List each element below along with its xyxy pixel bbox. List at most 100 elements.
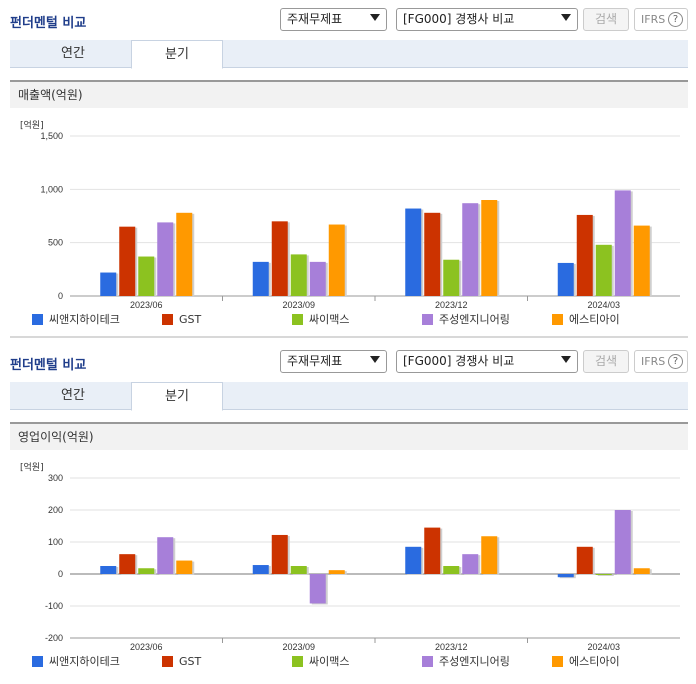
tab-annual[interactable]: 연간 bbox=[61, 388, 85, 403]
bar bbox=[481, 536, 498, 574]
legend-label: 주성엔지니어링 bbox=[439, 313, 510, 326]
y-tick-label: -200 bbox=[45, 633, 63, 643]
help-icon[interactable]: ? bbox=[668, 12, 683, 27]
legend-label: 싸이맥스 bbox=[309, 313, 350, 326]
legend-item[interactable]: 싸이맥스 bbox=[292, 313, 349, 329]
bar bbox=[271, 221, 288, 296]
y-unit-label: [억원] bbox=[20, 463, 44, 473]
legend-swatch bbox=[32, 656, 43, 667]
legend-item[interactable]: 주성엔지니어링 bbox=[422, 313, 510, 329]
legend-label: 싸이맥스 bbox=[309, 655, 350, 668]
y-tick-label: 300 bbox=[48, 473, 63, 483]
help-icon[interactable]: ? bbox=[668, 354, 683, 369]
period-tabs: 연간 분기 bbox=[10, 40, 688, 69]
bar bbox=[405, 208, 422, 296]
legend-item[interactable]: 싸이맥스 bbox=[292, 655, 349, 671]
legend-item[interactable]: 씨앤지하이테크 bbox=[32, 655, 120, 671]
chart-legend: 씨앤지하이테크 GST 싸이맥스 주성엔지니어링 에스티아이 bbox=[32, 655, 682, 671]
y-tick-label: 1,500 bbox=[40, 131, 63, 141]
bar bbox=[614, 190, 631, 296]
y-tick-label: 100 bbox=[48, 537, 63, 547]
search-button[interactable]: 검색 bbox=[583, 8, 629, 31]
bar bbox=[138, 568, 155, 574]
legend-item[interactable]: 씨앤지하이테크 bbox=[32, 313, 120, 329]
bar bbox=[290, 254, 307, 296]
bar bbox=[481, 200, 498, 296]
legend-item[interactable]: 에스티아이 bbox=[552, 655, 620, 671]
ifrs-label: IFRS bbox=[641, 355, 666, 368]
legend-swatch bbox=[162, 656, 173, 667]
bar bbox=[443, 259, 460, 296]
ifrs-button[interactable]: IFRS ? bbox=[634, 8, 688, 31]
bar bbox=[443, 566, 460, 574]
bar bbox=[557, 262, 574, 296]
legend-label: 주성엔지니어링 bbox=[439, 655, 510, 668]
bar bbox=[424, 212, 441, 296]
tab-annual[interactable]: 연간 bbox=[61, 46, 85, 61]
bar bbox=[176, 212, 193, 296]
y-tick-label: 0 bbox=[58, 291, 63, 301]
bar bbox=[328, 224, 345, 296]
legend-label: GST bbox=[179, 313, 202, 326]
legend-label: 씨앤지하이테크 bbox=[49, 655, 120, 668]
statement-type-select[interactable]: 주재무제표 bbox=[280, 350, 387, 373]
comparison-group-value: [FG000] 경쟁사 비교 bbox=[403, 354, 515, 368]
bar bbox=[595, 244, 612, 296]
y-tick-label: 0 bbox=[58, 569, 63, 579]
legend-swatch bbox=[162, 314, 173, 325]
fundamental-section-sales: 펀더멘털 비교 주재무제표 [FG000] 경쟁사 비교 검색 IFRS ? 연… bbox=[10, 8, 688, 338]
tab-quarterly[interactable]: 분기 bbox=[131, 382, 223, 411]
comparison-group-select[interactable]: [FG000] 경쟁사 비교 bbox=[396, 8, 578, 31]
bar bbox=[633, 568, 650, 574]
bar bbox=[252, 565, 269, 574]
metric-header: 영업이익(억원) bbox=[10, 422, 688, 450]
bar bbox=[614, 510, 631, 574]
bar bbox=[405, 546, 422, 574]
x-tick-label: 2023/06 bbox=[130, 642, 163, 652]
bar bbox=[138, 256, 155, 296]
legend-item[interactable]: 에스티아이 bbox=[552, 313, 620, 329]
x-tick-label: 2023/09 bbox=[282, 300, 315, 310]
bar bbox=[557, 574, 574, 578]
ifrs-label: IFRS bbox=[641, 13, 666, 26]
bar bbox=[100, 566, 117, 574]
bar bbox=[462, 554, 479, 574]
legend-swatch bbox=[552, 314, 563, 325]
chevron-down-icon bbox=[561, 356, 571, 363]
legend-swatch bbox=[422, 656, 433, 667]
legend-swatch bbox=[292, 656, 303, 667]
legend-label: 에스티아이 bbox=[569, 313, 620, 326]
section-title: 펀더멘털 비교 bbox=[10, 358, 87, 373]
statement-type-value: 주재무제표 bbox=[287, 12, 343, 26]
bar bbox=[100, 272, 117, 296]
legend-item[interactable]: 주성엔지니어링 bbox=[422, 655, 510, 671]
bar bbox=[119, 226, 136, 296]
legend-label: 에스티아이 bbox=[569, 655, 620, 668]
x-tick-label: 2023/12 bbox=[435, 300, 468, 310]
bar bbox=[157, 537, 174, 574]
chevron-down-icon bbox=[561, 14, 571, 21]
x-tick-label: 2024/03 bbox=[587, 642, 620, 652]
bar bbox=[328, 570, 345, 574]
comparison-group-select[interactable]: [FG000] 경쟁사 비교 bbox=[396, 350, 578, 373]
legend-item[interactable]: GST bbox=[162, 655, 201, 671]
y-tick-label: 200 bbox=[48, 505, 63, 515]
search-button[interactable]: 검색 bbox=[583, 350, 629, 373]
bar bbox=[290, 566, 307, 574]
bar bbox=[157, 222, 174, 296]
legend-swatch bbox=[292, 314, 303, 325]
ifrs-button[interactable]: IFRS ? bbox=[634, 350, 688, 373]
bar bbox=[309, 261, 326, 296]
bar bbox=[462, 203, 479, 296]
chart-legend: 씨앤지하이테크 GST 싸이맥스 주성엔지니어링 에스티아이 bbox=[32, 313, 682, 329]
y-unit-label: [억원] bbox=[20, 121, 44, 131]
legend-swatch bbox=[32, 314, 43, 325]
tab-quarterly[interactable]: 분기 bbox=[131, 40, 223, 69]
statement-type-value: 주재무제표 bbox=[287, 354, 343, 368]
legend-item[interactable]: GST bbox=[162, 313, 201, 329]
y-tick-label: -100 bbox=[45, 601, 63, 611]
x-tick-label: 2023/06 bbox=[130, 300, 163, 310]
legend-label: 씨앤지하이테크 bbox=[49, 313, 120, 326]
bar bbox=[252, 261, 269, 296]
statement-type-select[interactable]: 주재무제표 bbox=[280, 8, 387, 31]
